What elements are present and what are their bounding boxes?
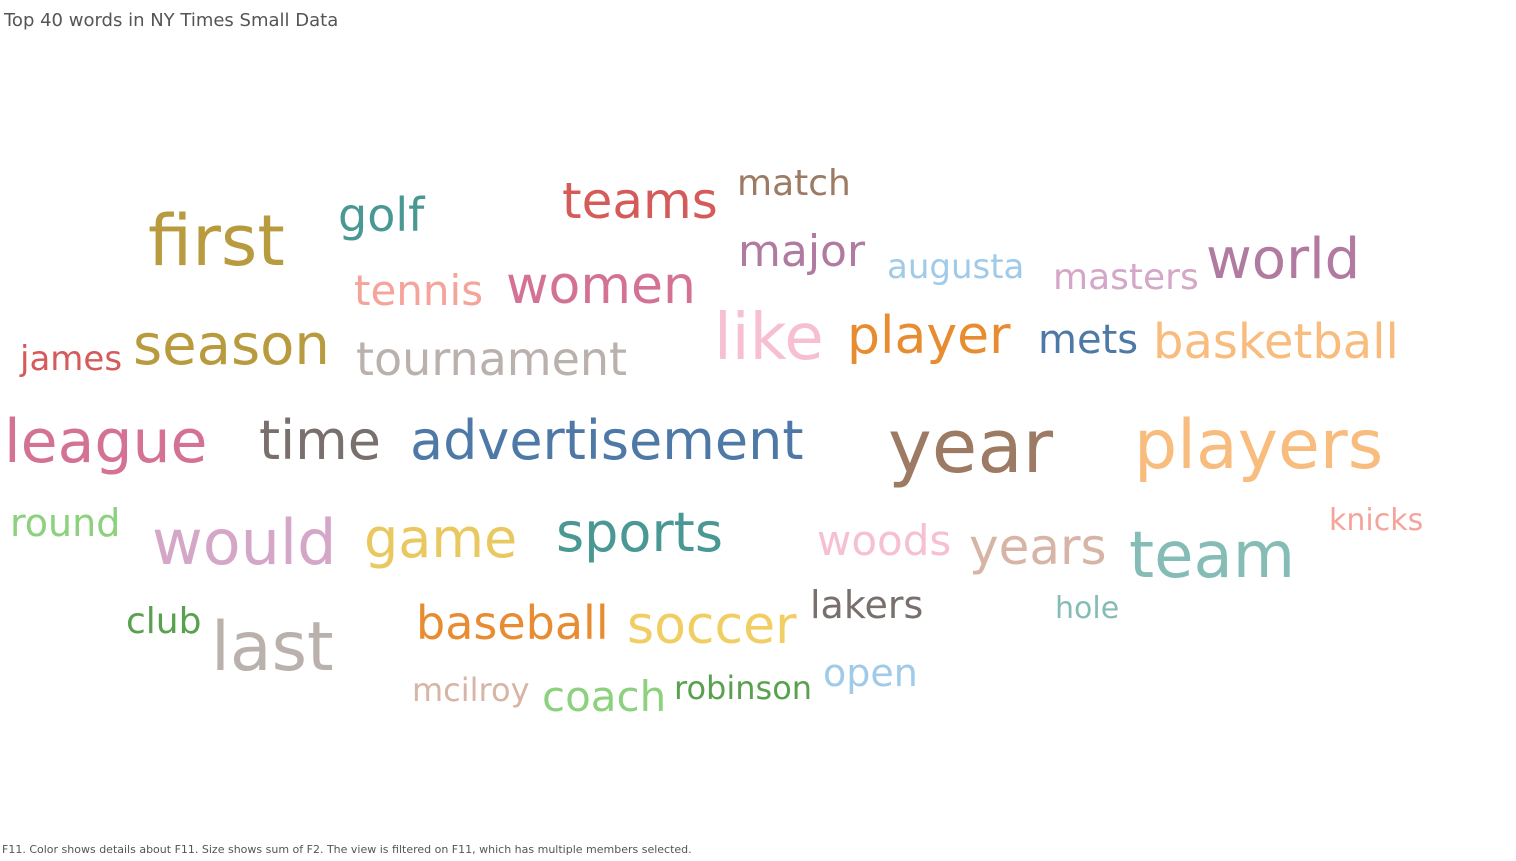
word-like: like — [714, 301, 824, 375]
word-team: team — [1129, 519, 1296, 593]
word-tournament: tournament — [356, 332, 628, 386]
word-club: club — [126, 601, 202, 642]
word-augusta: augusta — [887, 247, 1025, 287]
word-teams: teams — [562, 172, 718, 230]
word-tennis: tennis — [354, 266, 484, 315]
word-woods: woods — [817, 516, 952, 565]
word-robinson: robinson — [674, 669, 813, 707]
chart-caption: F11. Color shows details about F11. Size… — [2, 843, 692, 856]
word-time: time — [259, 409, 382, 472]
word-game: game — [364, 507, 518, 570]
word-years: years — [969, 518, 1107, 576]
word-open: open — [823, 651, 918, 695]
word-year: year — [888, 404, 1054, 490]
word-first: first — [148, 200, 285, 282]
word-james: james — [20, 339, 123, 379]
word-women: women — [506, 256, 696, 316]
word-advertisement: advertisement — [410, 409, 804, 472]
word-lakers: lakers — [810, 583, 924, 627]
word-basketball: basketball — [1153, 314, 1399, 370]
word-would: would — [152, 506, 337, 579]
word-soccer: soccer — [627, 596, 797, 656]
word-golf: golf — [338, 188, 425, 242]
word-world: world — [1206, 227, 1361, 292]
word-hole: hole — [1055, 591, 1120, 626]
word-sports: sports — [556, 501, 723, 564]
word-season: season — [133, 313, 330, 378]
word-mcilroy: mcilroy — [412, 671, 530, 709]
word-match: match — [737, 163, 851, 204]
chart-title: Top 40 words in NY Times Small Data — [4, 10, 339, 31]
word-coach: coach — [542, 672, 667, 721]
word-masters: masters — [1053, 257, 1199, 298]
word-players: players — [1134, 406, 1384, 485]
word-last: last — [211, 608, 334, 687]
word-round: round — [10, 501, 121, 545]
word-baseball: baseball — [416, 596, 609, 650]
word-knicks: knicks — [1329, 503, 1424, 538]
word-player: player — [847, 306, 1011, 366]
word-mets: mets — [1038, 317, 1139, 363]
word-major: major — [738, 226, 866, 277]
word-league: league — [4, 407, 208, 477]
